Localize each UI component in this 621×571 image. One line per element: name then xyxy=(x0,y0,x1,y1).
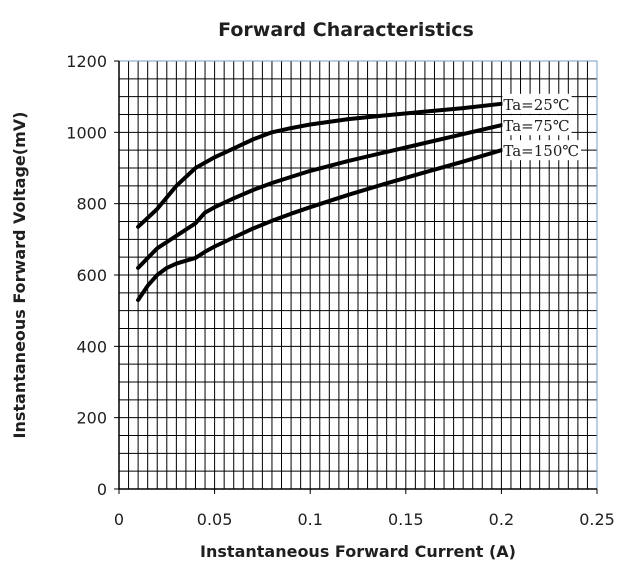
y-tick-label: 200 xyxy=(76,409,107,428)
series-labels: Ta=25℃ Ta=75℃ Ta=150℃ xyxy=(502,93,582,161)
x-tick-label: 0.05 xyxy=(197,510,233,529)
y-tick-label: 400 xyxy=(76,337,107,356)
y-tick-label: 1000 xyxy=(66,123,107,142)
x-tick-label: 0 xyxy=(114,510,124,529)
series-label-3: Ta=150℃ xyxy=(503,142,579,160)
series-label-background xyxy=(502,115,572,136)
y-tick-label: 600 xyxy=(76,266,107,285)
series-layer xyxy=(136,101,504,302)
series-line-1 xyxy=(136,101,504,229)
series-label-background xyxy=(502,140,582,161)
y-tick-label: 800 xyxy=(76,195,107,214)
x-tick-label: 0.2 xyxy=(489,510,514,529)
series-line-3 xyxy=(136,148,504,302)
chart-title: Forward Characteristics xyxy=(218,19,474,41)
x-tick-label: 0.1 xyxy=(297,510,322,529)
y-tick-label: 0 xyxy=(97,480,107,499)
series-line-2 xyxy=(136,123,504,270)
series-label-background xyxy=(502,93,572,114)
series-label-2: Ta=75℃ xyxy=(503,117,569,135)
y-axis-title: Instantaneous Forward Voltage(mV) xyxy=(10,112,29,439)
grid-layer xyxy=(119,61,597,489)
tick-labels: 0 0.05 0.1 0.15 0.2 0.25 0 200 400 600 800 1000 1200 xyxy=(66,52,615,529)
y-tick-label: 1200 xyxy=(66,52,107,71)
x-axis-title: Instantaneous Forward Current (A) xyxy=(200,542,516,561)
x-tick-label: 0.25 xyxy=(579,510,615,529)
series-label-1: Ta=25℃ xyxy=(503,96,569,114)
x-tick-label: 0.15 xyxy=(388,510,424,529)
